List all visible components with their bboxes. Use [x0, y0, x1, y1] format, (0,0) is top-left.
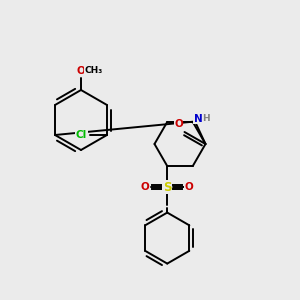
Text: CH₃: CH₃ — [85, 66, 103, 75]
Text: S: S — [163, 181, 172, 194]
Text: O: O — [76, 65, 85, 76]
Text: N: N — [194, 113, 202, 124]
Text: H: H — [202, 114, 210, 123]
Text: Cl: Cl — [76, 130, 87, 140]
Text: O: O — [185, 182, 194, 192]
Text: O: O — [174, 119, 183, 130]
Text: O: O — [141, 182, 150, 192]
